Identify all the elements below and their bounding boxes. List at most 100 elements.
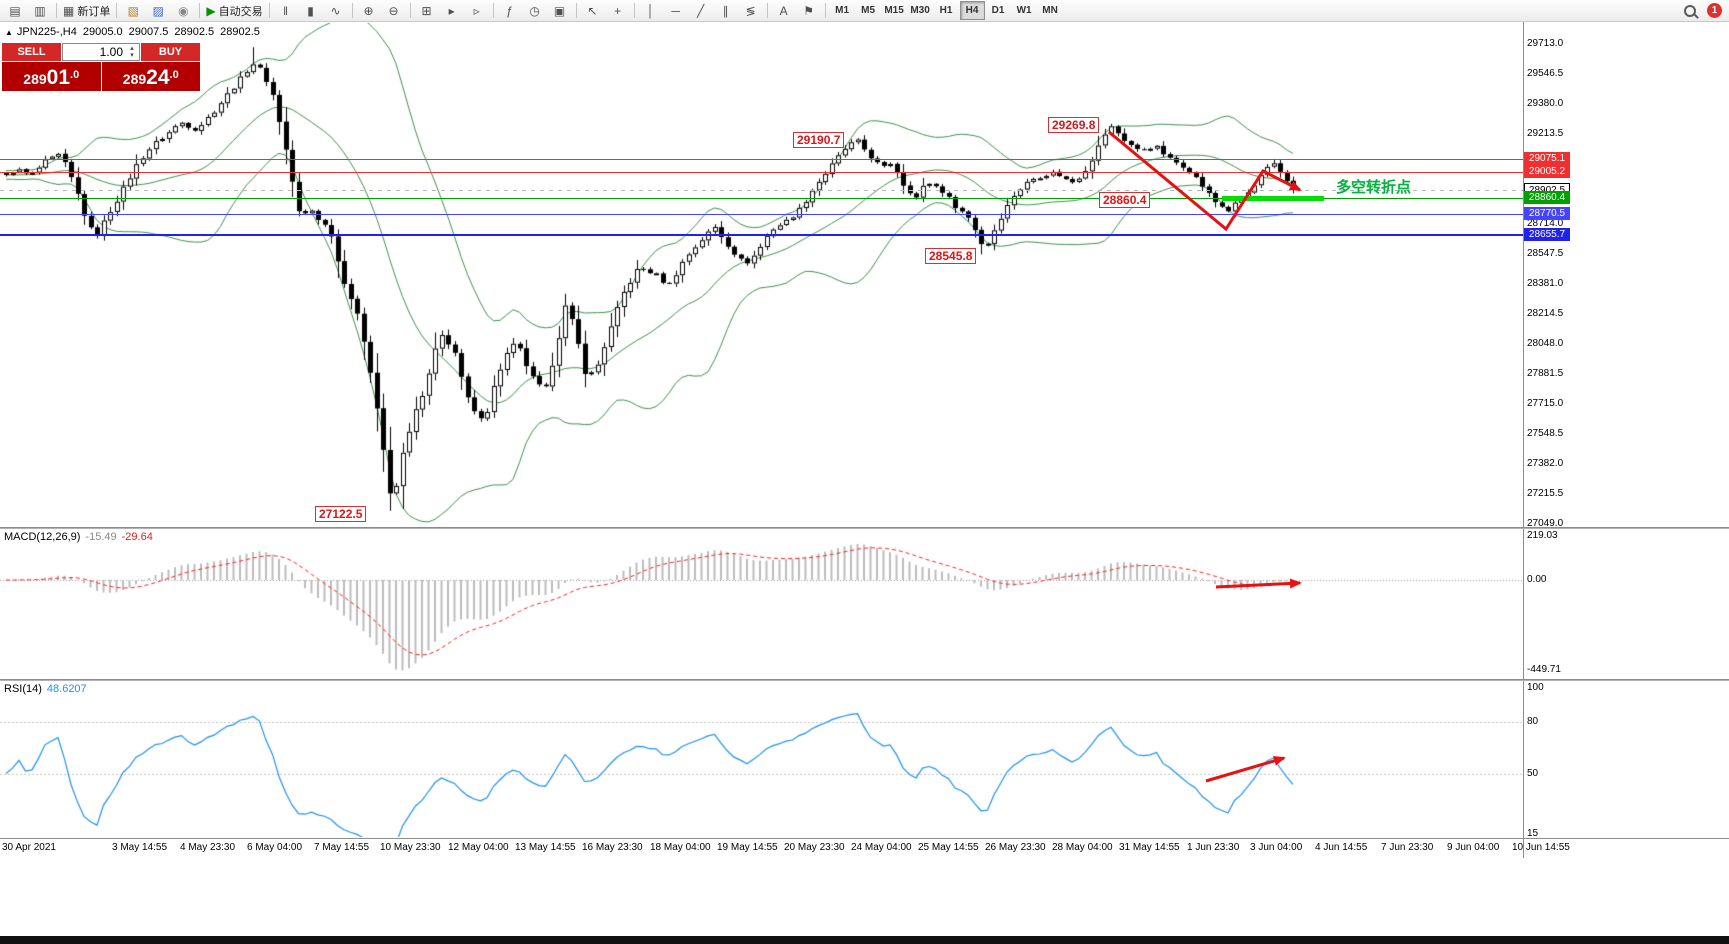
timeframe-M30[interactable]: M30 xyxy=(910,5,930,16)
buy-price-big: 24 xyxy=(146,66,170,89)
arrows-objects-button[interactable]: ⚑ xyxy=(797,2,821,20)
macd-scale-label: 0.00 xyxy=(1527,574,1547,585)
text-label-button[interactable]: A xyxy=(772,2,796,20)
macd-signal-value: -29.64 xyxy=(121,531,153,543)
channel-icon: ∥ xyxy=(722,3,729,18)
rsi-name: RSI(14) xyxy=(4,683,42,695)
timeframe-W1[interactable]: W1 xyxy=(1016,5,1032,16)
time-axis-label: 20 May 23:30 xyxy=(784,842,845,853)
trendline-button[interactable]: ╱ xyxy=(689,2,713,20)
chart-shift-button[interactable]: ▹ xyxy=(465,2,489,20)
price-label[interactable]: 28860.4 xyxy=(1099,192,1151,208)
one-click-collapse-icon[interactable]: ▲ xyxy=(5,28,13,37)
profiles-icon: ▧ xyxy=(127,3,140,18)
templates-icon: ▣ xyxy=(553,3,566,18)
macd-panel-splitter[interactable] xyxy=(0,527,1729,529)
templates-button[interactable]: ▣ xyxy=(548,2,572,20)
turning-point-annotation[interactable]: 多空转折点 xyxy=(1336,179,1412,196)
timeframe-H1[interactable]: H1 xyxy=(939,5,953,16)
macd-indicator-label: MACD(12,26,9) -15.49 -29.64 xyxy=(4,531,153,543)
channel-button[interactable]: ∥ xyxy=(714,2,738,20)
search-icon xyxy=(1684,4,1696,17)
price-scale-label: 27715.0 xyxy=(1527,398,1564,410)
toolbar-separator xyxy=(199,3,201,18)
zoom-in-button[interactable]: ⊕ xyxy=(357,2,381,20)
new-order-button[interactable]: ▦ 新订单 xyxy=(61,2,112,20)
timeframe-D1[interactable]: D1 xyxy=(991,5,1005,16)
zoom-out-button[interactable]: ⊖ xyxy=(382,2,406,20)
autotrading-button[interactable]: ▶ 自动交易 xyxy=(204,2,264,20)
price-scale-label: 27382.0 xyxy=(1527,458,1564,470)
buy-price-dec: .0 xyxy=(169,69,179,81)
toolbar-separator xyxy=(766,3,768,18)
window-menu-button[interactable]: ▤ xyxy=(3,2,27,20)
periods-button[interactable]: ◷ xyxy=(523,2,547,20)
vertical-line-icon: │ xyxy=(646,3,655,18)
crosshair-button[interactable]: + xyxy=(606,2,630,20)
macd-name: MACD(12,26,9) xyxy=(4,531,81,543)
toolbar-button-label: 自动交易 xyxy=(218,5,263,18)
line-chart-button[interactable]: ∿ xyxy=(324,2,348,20)
search-button[interactable] xyxy=(1678,2,1702,20)
price-scale-label: 29713.0 xyxy=(1527,38,1564,49)
fibonacci-button[interactable]: ≶ xyxy=(739,2,763,20)
price-scale-label: 28547.5 xyxy=(1527,248,1564,260)
time-axis-label: 6 May 04:00 xyxy=(247,842,303,853)
timeframe-H4[interactable]: H4 xyxy=(959,1,985,20)
toolbar-separator xyxy=(824,3,826,18)
horizontal-line-button[interactable]: ─ xyxy=(664,2,688,20)
indicators-button[interactable]: ƒ xyxy=(498,2,522,20)
sell-button[interactable]: SELL xyxy=(2,43,61,61)
buy-button[interactable]: BUY xyxy=(141,43,200,61)
horizontal-line-29005.2[interactable] xyxy=(0,172,1523,173)
sell-price-button[interactable]: 289 01.0 xyxy=(2,62,101,91)
cursor-button[interactable]: ↖ xyxy=(581,2,605,20)
vertical-line-button[interactable]: │ xyxy=(639,2,663,20)
charts-grid-button[interactable]: ▨ xyxy=(146,2,170,20)
horizontal-line-28770.5[interactable] xyxy=(0,214,1523,215)
price-label[interactable]: 28545.8 xyxy=(925,248,977,264)
toolbar-separator xyxy=(409,3,411,18)
spinner-up-icon[interactable] xyxy=(130,45,134,52)
charts-list-button[interactable]: ▥ xyxy=(28,2,52,20)
time-axis-label: 28 May 04:00 xyxy=(1052,842,1113,853)
toolbar-separator xyxy=(268,3,270,18)
crosshair-icon: + xyxy=(614,3,622,18)
profiles-button[interactable]: ▧ xyxy=(121,2,145,20)
support-highlight-segment[interactable] xyxy=(1222,196,1324,201)
spinner-down-icon[interactable] xyxy=(130,52,134,59)
price-label[interactable]: 29190.7 xyxy=(793,132,845,148)
candlestick-chart-button[interactable]: ▮ xyxy=(299,2,323,20)
horizontal-line-28860.4[interactable] xyxy=(0,198,1523,199)
horizontal-line-28655.7[interactable] xyxy=(0,234,1523,236)
price-label[interactable]: 29269.8 xyxy=(1048,117,1100,133)
price-scale-label: 28381.0 xyxy=(1527,278,1564,290)
tile-windows-button[interactable]: ⊞ xyxy=(415,2,439,20)
timeframe-M1[interactable]: M1 xyxy=(835,5,850,16)
rsi-scale-label: 100 xyxy=(1527,682,1544,693)
horizontal-line-29075.1[interactable] xyxy=(0,159,1523,160)
time-axis-label: 3 Jun 04:00 xyxy=(1250,842,1303,853)
price-scale-label: 28714.0 xyxy=(1527,218,1564,230)
timeframe-MN[interactable]: MN xyxy=(1042,5,1058,16)
timeframe-M15[interactable]: M15 xyxy=(884,5,904,16)
timeframe-M5[interactable]: M5 xyxy=(861,5,876,16)
price-label[interactable]: 27122.5 xyxy=(315,506,367,522)
info-button[interactable]: ◉ xyxy=(171,2,195,20)
time-axis-label: 16 May 23:30 xyxy=(582,842,643,853)
buy-price-button[interactable]: 289 24.0 xyxy=(101,62,200,91)
horizontal-line-28902.5[interactable] xyxy=(0,190,1523,191)
text-label-icon: A xyxy=(779,3,788,18)
time-axis-label: 1 Jun 23:30 xyxy=(1187,842,1240,853)
volume-spinner[interactable] xyxy=(127,44,137,60)
auto-scroll-icon: ▸ xyxy=(448,3,455,18)
ohlc-low: 28902.5 xyxy=(174,26,215,38)
volume-input[interactable]: 1.00 xyxy=(62,43,140,61)
rsi-panel-splitter[interactable] xyxy=(0,679,1729,681)
auto-scroll-button[interactable]: ▸ xyxy=(440,2,464,20)
bars-chart-button[interactable]: ‖ xyxy=(274,2,298,20)
rsi-scale-label: 15 xyxy=(1527,827,1539,839)
notification-badge[interactable]: 1 xyxy=(1707,3,1722,18)
